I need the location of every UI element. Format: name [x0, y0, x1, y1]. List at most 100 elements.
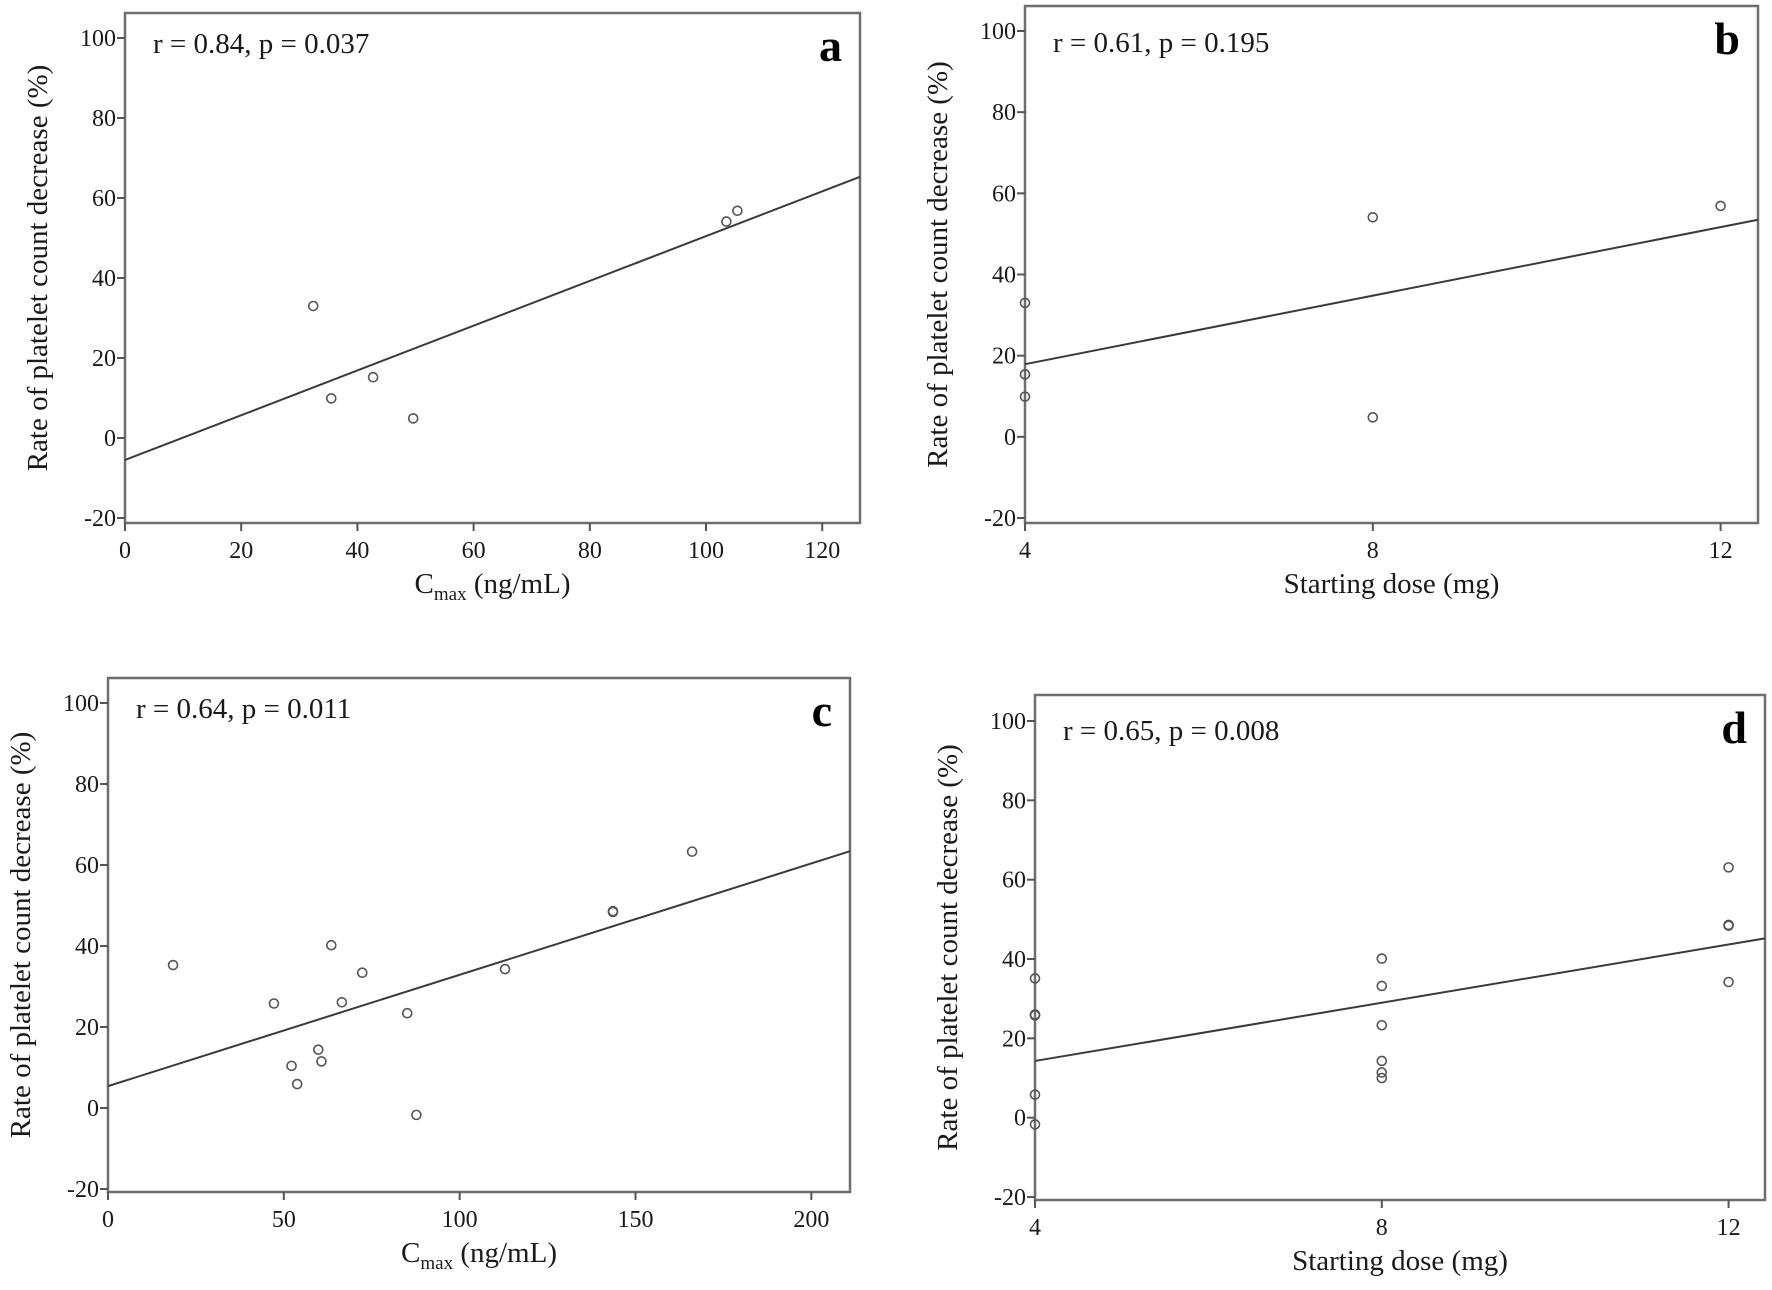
y-tick-label: -20 — [984, 506, 1016, 532]
x-axis-label: Cmax (ng/mL) — [401, 1237, 557, 1274]
y-tick-label: 80 — [92, 106, 116, 132]
y-tick-label: 100 — [990, 709, 1026, 735]
y-tick-label: 40 — [92, 266, 116, 292]
data-point — [1367, 211, 1379, 223]
stat-annotation: r = 0.65, p = 0.008 — [1063, 715, 1279, 747]
x-tick-label: 60 — [462, 538, 486, 564]
y-tick-label: 80 — [1002, 788, 1026, 814]
x-tick-label: 8 — [1367, 538, 1379, 564]
x-tick-label: 4 — [1029, 1215, 1041, 1241]
regression-line — [107, 850, 851, 1088]
data-point — [1376, 1067, 1388, 1078]
regression-line — [1024, 218, 1759, 366]
y-tick-label: 20 — [1002, 1026, 1026, 1052]
y-tick-label: 20 — [75, 1015, 99, 1041]
panel-label: c — [812, 685, 832, 736]
regression-line — [1034, 937, 1766, 1062]
x-axis-label-main: Starting dose (mg) — [1292, 1245, 1508, 1277]
y-axis-label: Rate of platelet count decrease (%) — [922, 61, 954, 468]
x-tick-label: 12 — [1709, 538, 1733, 564]
stat-annotation: r = 0.84, p = 0.037 — [153, 28, 369, 60]
x-tick-label: 8 — [1376, 1215, 1388, 1241]
data-point — [1019, 297, 1031, 309]
y-tick-label: 0 — [104, 426, 116, 452]
x-axis-label-main: C — [401, 1237, 420, 1269]
y-tick-label: 60 — [75, 853, 99, 879]
x-tick-label: 0 — [102, 1207, 114, 1233]
data-point — [1029, 973, 1041, 984]
y-tick-label: 40 — [75, 934, 99, 960]
y-tick-label: 80 — [992, 100, 1016, 126]
data-point — [1376, 1055, 1388, 1067]
x-tick-label: 150 — [617, 1207, 653, 1233]
plot-frame — [106, 676, 852, 1194]
data-point — [1376, 1072, 1388, 1084]
x-axis-label-subscript: max — [420, 1253, 453, 1274]
y-tick-label: -20 — [84, 506, 116, 532]
panel-label: b — [1714, 13, 1740, 64]
data-point — [1019, 391, 1031, 402]
data-point — [607, 905, 619, 917]
data-point — [1029, 1089, 1041, 1100]
y-tick-label: 60 — [92, 186, 116, 212]
data-point — [1723, 976, 1734, 988]
x-tick-label: 80 — [578, 538, 602, 564]
x-axis-label-main: C — [415, 568, 434, 600]
y-axis-label: Rate of platelet count decrease (%) — [5, 732, 37, 1139]
panel-label: a — [819, 20, 842, 71]
data-point — [356, 967, 368, 979]
data-point — [291, 1078, 303, 1090]
y-tick-label: 0 — [87, 1096, 99, 1122]
data-point — [721, 216, 732, 227]
data-point — [1019, 369, 1031, 380]
data-point — [336, 996, 348, 1008]
y-tick-label: 60 — [992, 181, 1016, 207]
x-tick-label: 50 — [272, 1207, 296, 1233]
y-tick-label: 40 — [1002, 947, 1026, 973]
y-tick-label: 100 — [980, 19, 1016, 45]
x-tick-label: 100 — [442, 1207, 478, 1233]
panel-label: d — [1721, 702, 1747, 753]
x-tick-label: 40 — [345, 538, 369, 564]
data-point — [367, 371, 379, 383]
data-point — [686, 846, 698, 857]
data-point — [312, 1044, 324, 1055]
x-axis-label-subscript: max — [434, 584, 467, 605]
y-tick-label: 0 — [1014, 1106, 1026, 1132]
data-point — [1723, 919, 1734, 931]
x-tick-label: 4 — [1019, 538, 1031, 564]
x-tick-label: 0 — [119, 538, 131, 564]
x-tick-label: 100 — [688, 538, 724, 564]
y-tick-label: 20 — [92, 346, 116, 372]
data-point — [1376, 953, 1388, 964]
y-axis-label: Rate of platelet count decrease (%) — [22, 65, 54, 472]
data-point — [1723, 862, 1734, 873]
data-point — [401, 1007, 413, 1019]
data-point — [326, 939, 337, 951]
plot-frame — [123, 11, 862, 525]
x-axis-label-main: Starting dose (mg) — [1284, 568, 1500, 600]
data-point — [499, 963, 511, 975]
regression-line — [124, 175, 861, 461]
data-point — [1029, 1009, 1041, 1020]
y-tick-label: 100 — [63, 691, 99, 717]
stat-annotation: r = 0.61, p = 0.195 — [1053, 27, 1269, 59]
x-tick-label: 120 — [804, 538, 840, 564]
y-tick-label: 60 — [1002, 868, 1026, 894]
x-axis-label-units: (ng/mL) — [453, 1237, 557, 1269]
y-tick-label: -20 — [994, 1185, 1026, 1211]
data-point — [325, 393, 337, 404]
data-point — [411, 1109, 422, 1121]
x-tick-label: 20 — [229, 538, 253, 564]
data-point — [1715, 200, 1726, 212]
y-tick-label: -20 — [67, 1177, 99, 1203]
data-point — [167, 959, 179, 971]
y-tick-label: 80 — [75, 772, 99, 798]
data-point — [732, 205, 743, 217]
stat-annotation: r = 0.64, p = 0.011 — [136, 693, 351, 725]
plot-frame — [1033, 693, 1767, 1202]
data-point — [1029, 1119, 1041, 1130]
plot-frame — [1023, 4, 1760, 525]
data-point — [1367, 412, 1379, 423]
